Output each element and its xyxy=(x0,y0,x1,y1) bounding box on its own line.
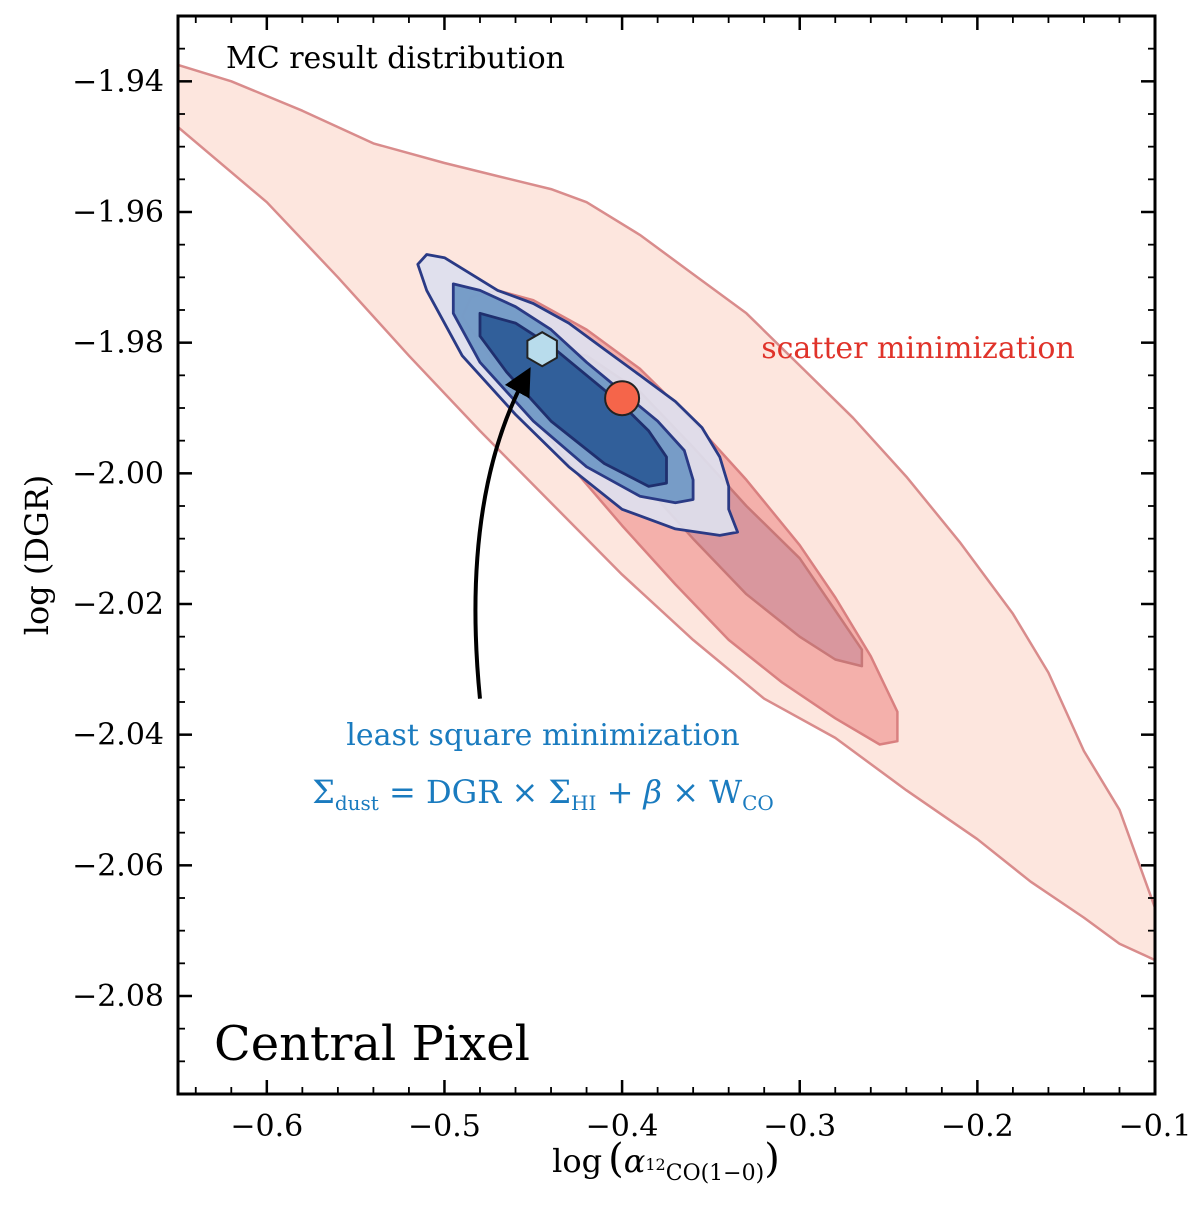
equation-label: Σdust = DGR × ΣHI + β × WCO xyxy=(312,773,774,815)
eq-beta: β xyxy=(643,773,663,811)
y-tick-label: −1.96 xyxy=(72,195,164,230)
marker-layer xyxy=(526,331,641,417)
eq-sigma-2: Σ xyxy=(548,773,571,811)
y-axis-label: log (DGR) xyxy=(18,475,56,635)
tick-layer xyxy=(178,15,1157,1095)
x-tick-label: −0.4 xyxy=(586,1109,659,1144)
x-label-paren-open: ( xyxy=(608,1136,624,1182)
x-tick-label: −0.5 xyxy=(408,1109,481,1144)
y-tick-label: −1.98 xyxy=(72,326,164,361)
y-tick-label: −2.00 xyxy=(72,456,164,491)
y-tick-label: −1.94 xyxy=(72,64,164,99)
x-label-sub: CO(1−0) xyxy=(666,1161,764,1186)
least-square-best-fit-marker xyxy=(526,331,558,368)
x-tick-label: −0.2 xyxy=(941,1109,1014,1144)
annotation-central-pixel: Central Pixel xyxy=(214,1016,530,1072)
y-tick-label: −2.08 xyxy=(72,979,164,1014)
eq-sub-hi: HI xyxy=(571,791,596,815)
eq-plus: + xyxy=(596,773,643,811)
x-tick-label: −0.1 xyxy=(1119,1109,1192,1144)
y-tick-label: −2.04 xyxy=(72,718,164,753)
x-axis-label: log (α12CO(1−0)) xyxy=(552,1136,780,1186)
least-square-label: least square minimization xyxy=(346,718,739,753)
eq-mid: = DGR × xyxy=(379,773,549,811)
eq-times-w: × W xyxy=(662,773,742,811)
contour-layer xyxy=(178,63,1155,962)
tick-label-layer: −0.6 −0.5 −0.4 −0.3 −0.2 −0.1 −1.94 −1.96 −1.98 −… xyxy=(72,64,1191,1144)
x-tick-label: −0.6 xyxy=(230,1109,303,1144)
x-label-paren-close: ) xyxy=(764,1136,780,1182)
scatter-best-fit-marker xyxy=(604,380,641,417)
x-label-log: log xyxy=(552,1142,602,1180)
eq-sigma: Σ xyxy=(312,773,335,811)
eq-sub-dust: dust xyxy=(335,791,379,815)
annotation-arrow xyxy=(473,367,531,699)
x-label-sup: 12 xyxy=(645,1155,665,1174)
x-tick-label: −0.3 xyxy=(763,1109,836,1144)
plot-frame xyxy=(176,14,1157,1096)
annotation-mc-result: MC result distribution xyxy=(226,41,565,76)
y-tick-label: −2.06 xyxy=(72,848,164,883)
x-label-alpha: α xyxy=(624,1142,646,1180)
scatter-minimization-label: scatter minimization xyxy=(761,331,1075,366)
arrow-layer xyxy=(473,367,531,699)
y-tick-label: −2.02 xyxy=(72,587,164,622)
eq-sub-co: CO xyxy=(742,791,774,815)
